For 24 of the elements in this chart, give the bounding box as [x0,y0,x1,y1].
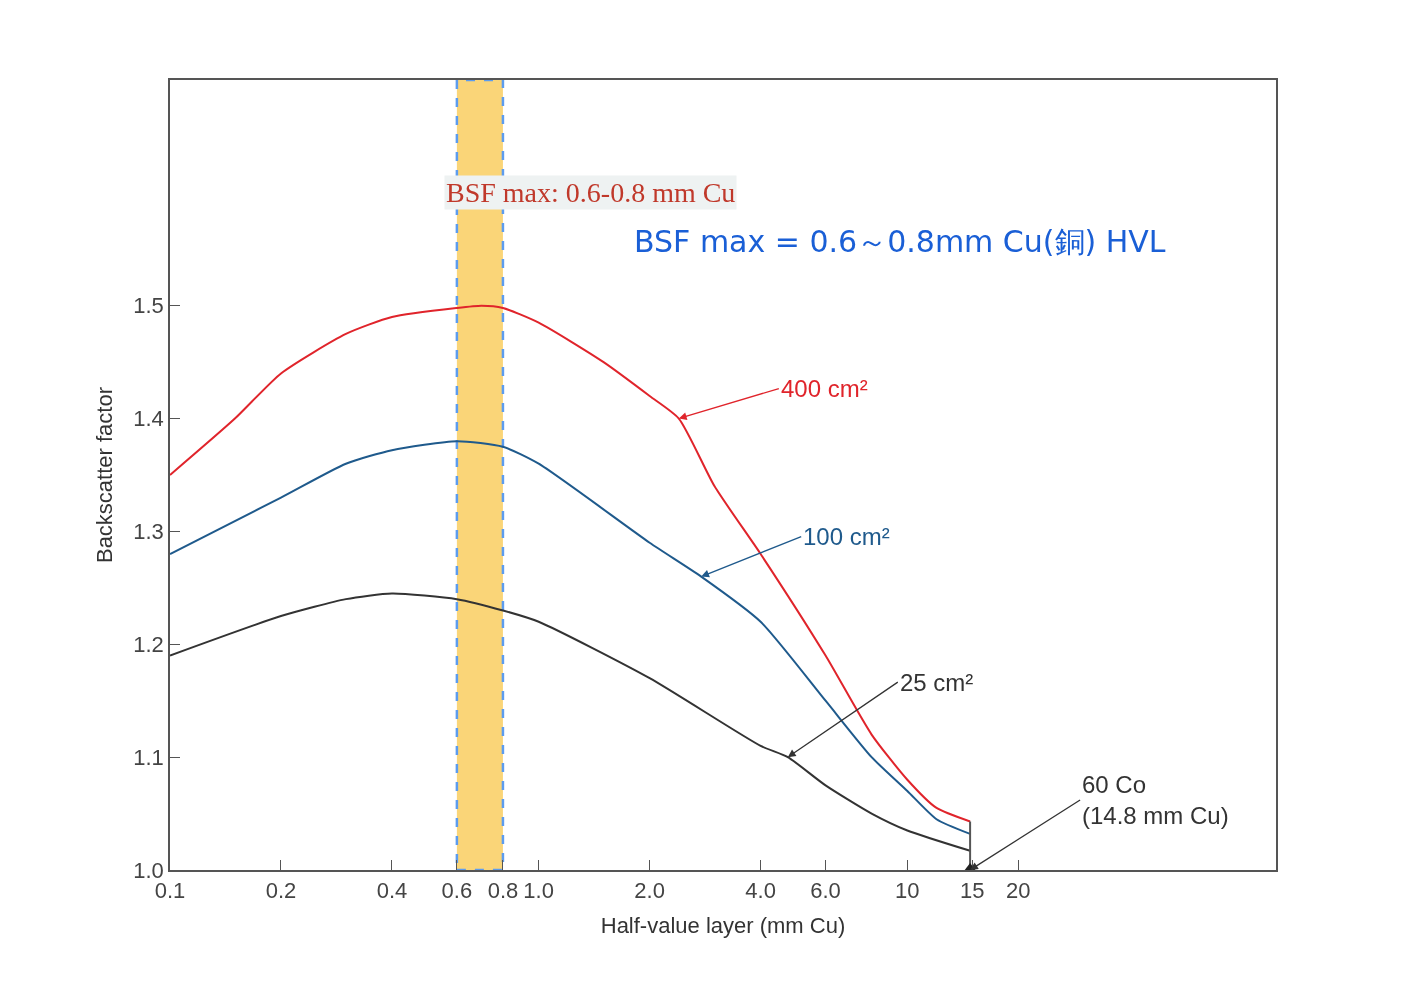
annotation: 100 cm² [803,523,890,550]
x-tick-label: 10 [895,878,920,904]
annotation: 400 cm² [781,375,868,402]
annotation: BSF max = 0.6～0.8mm Cu(銅) HVL [634,224,1166,259]
x-tick-label: 0.2 [265,878,297,904]
x-tick-label: 1.0 [523,878,554,904]
x-tick-label: 20 [1006,878,1031,904]
annotation: 60 Co (14.8 mm Cu) [1082,771,1229,830]
annotation: 25 cm² [900,669,974,696]
x-tick-label: 2.0 [634,878,665,904]
x-tick-label: 0.4 [376,878,408,904]
x-tick-label: 0.6 [441,878,473,904]
y-tick-label: 1.3 [133,519,164,545]
y-axis-title: Backscatter factor [91,386,117,564]
x-tick-label: 4.0 [745,878,776,904]
y-tick-label: 1.2 [133,631,164,657]
y-tick-label: 1.4 [133,406,164,432]
y-tick-label: 1.5 [133,293,164,319]
x-tick-label: 6.0 [810,878,841,904]
x-tick-label: 0.8 [487,878,519,904]
y-tick-label: 1.1 [133,744,164,770]
x-tick-label: 15 [960,878,985,904]
x-axis-title: Half-value layer (mm Cu) [600,912,846,938]
annotation: BSF max: 0.6-0.8 mm Cu [446,177,736,208]
